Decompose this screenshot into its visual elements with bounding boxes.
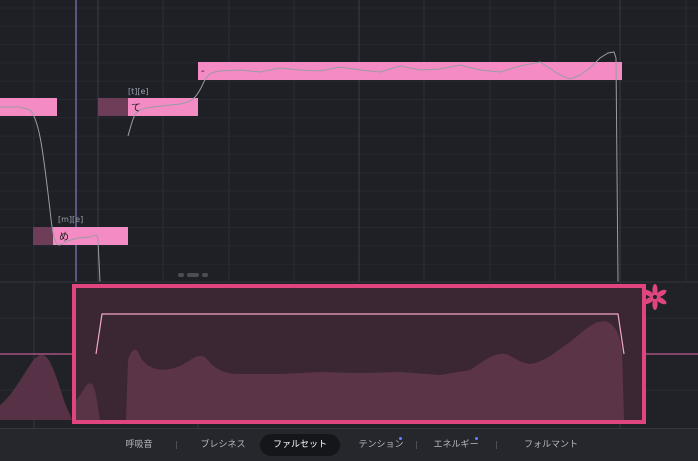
- pitch-grid-rows: [0, 7, 698, 265]
- tab-tension[interactable]: テンション: [350, 434, 412, 456]
- tab-label: ファルセット: [272, 440, 327, 450]
- tab-divider: [496, 441, 497, 449]
- note-block[interactable]: [53, 227, 128, 245]
- note-lyric: -: [201, 66, 205, 77]
- tab-falsetto[interactable]: ファルセット: [260, 434, 340, 456]
- flower-icon: [643, 284, 667, 310]
- falsetto-area[interactable]: [76, 383, 100, 420]
- note-block[interactable]: [128, 98, 198, 116]
- falsetto-value-line[interactable]: [95, 313, 625, 355]
- tab-divider: [416, 441, 417, 449]
- note-lyric: て: [131, 103, 141, 114]
- tab-divider: [176, 441, 177, 449]
- note-block[interactable]: [0, 98, 57, 116]
- beat-grid-lines: [33, 0, 687, 282]
- note-block[interactable]: [198, 62, 622, 80]
- tab-label: 呼吸音: [125, 440, 153, 450]
- tab-label: ブレシネス: [200, 440, 246, 450]
- tab-label: フォルマント: [523, 440, 578, 450]
- tab-indicator-dot: [475, 437, 478, 440]
- falsetto-area[interactable]: [126, 321, 624, 420]
- note-phoneme: [m][e]: [58, 215, 83, 224]
- tab-breath[interactable]: 呼吸音: [112, 434, 166, 456]
- drag-handle-icon[interactable]: [178, 273, 208, 277]
- tab-formant[interactable]: フォルマント: [516, 434, 586, 456]
- tab-breathiness[interactable]: ブレシネス: [188, 434, 258, 456]
- note-block[interactable]: [33, 227, 53, 245]
- note-lyric: め: [59, 231, 69, 243]
- pitch-curve[interactable]: [0, 51, 619, 283]
- tab-energy[interactable]: エネルギー: [424, 434, 488, 456]
- parameter-tab-bar: 呼吸音 ブレシネス ファルセット テンション エネルギー フォルマント: [0, 428, 698, 461]
- note-phoneme: [t][e]: [128, 87, 149, 96]
- falsetto-area[interactable]: [0, 354, 72, 420]
- tab-label: エネルギー: [433, 440, 479, 450]
- note-block[interactable]: [98, 98, 128, 116]
- tab-indicator-dot: [399, 437, 402, 440]
- tab-label: テンション: [358, 440, 404, 450]
